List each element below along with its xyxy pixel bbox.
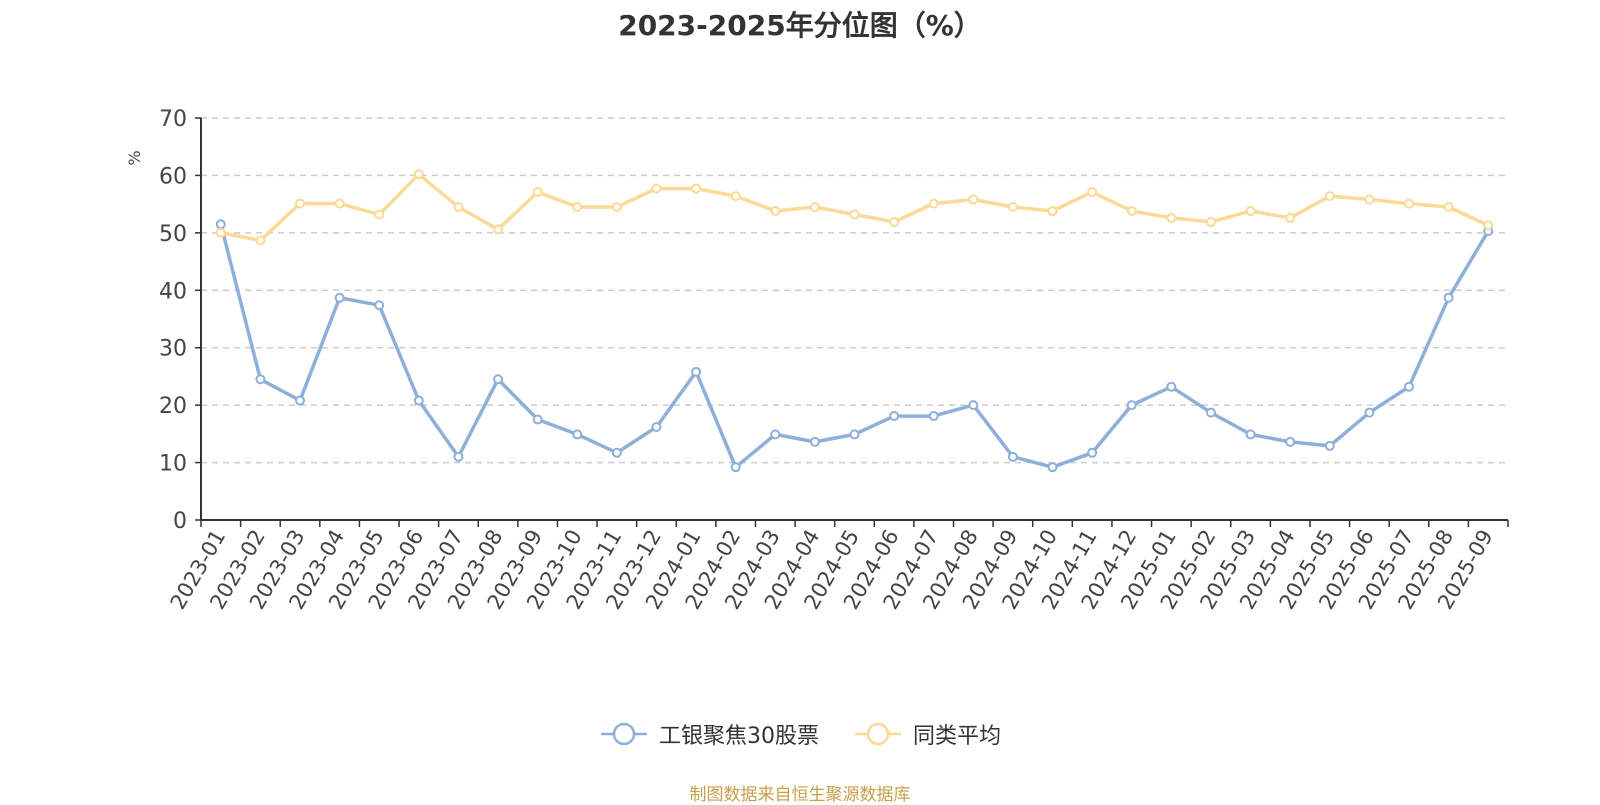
series-2-point[interactable] (215, 227, 226, 238)
y-tick-label: 0 (173, 509, 187, 534)
series-2-point[interactable] (1483, 220, 1494, 231)
series-2-point[interactable] (334, 198, 345, 209)
series-1-point[interactable] (1285, 436, 1296, 447)
series-1-point[interactable] (453, 451, 464, 462)
series-2-point[interactable] (374, 209, 385, 220)
y-tick-label: 60 (159, 164, 187, 189)
series-1-point[interactable] (374, 300, 385, 311)
series-2-point[interactable] (1126, 206, 1137, 217)
series-1-point[interactable] (1403, 381, 1414, 392)
series-1-point[interactable] (1166, 381, 1177, 392)
series-2-point[interactable] (1087, 187, 1098, 198)
series-1-point[interactable] (532, 414, 543, 425)
series-2-point[interactable] (1205, 216, 1216, 227)
axes: 0102030405060702023-012023-022023-032023… (159, 107, 1509, 613)
series-2-point[interactable] (532, 187, 543, 198)
series-1-point[interactable] (1205, 407, 1216, 418)
series-1-point[interactable] (1443, 292, 1454, 303)
series-2-point[interactable] (809, 202, 820, 213)
legend-item-series-1[interactable]: 工银聚焦30股票 (599, 718, 819, 750)
series-1-point[interactable] (1087, 447, 1098, 458)
series-2-point[interactable] (651, 183, 662, 194)
series-1-point[interactable] (1007, 451, 1018, 462)
legend-label-series-1: 工银聚焦30股票 (658, 724, 819, 749)
series-2-point[interactable] (1007, 202, 1018, 213)
series-1-point[interactable] (295, 395, 306, 406)
series-2-point[interactable] (730, 191, 741, 202)
y-tick-label: 20 (159, 394, 187, 419)
series-1-point[interactable] (691, 366, 702, 377)
series-2-point[interactable] (1364, 194, 1375, 205)
series-2-point[interactable] (572, 202, 583, 213)
series-2-point[interactable] (1047, 206, 1058, 217)
legend-marker-icon (600, 722, 647, 746)
series-1-point[interactable] (493, 374, 504, 385)
series-1-point[interactable] (889, 411, 900, 422)
series-2-point[interactable] (1166, 212, 1177, 223)
series-1-point[interactable] (968, 400, 979, 411)
series-1-point[interactable] (928, 411, 939, 422)
y-tick-label: 30 (159, 337, 187, 362)
legend-marker-icon (854, 722, 901, 746)
series-2-point[interactable] (295, 198, 306, 209)
series-2-point[interactable] (1403, 198, 1414, 209)
series-1-point[interactable] (1364, 407, 1375, 418)
series-1-point[interactable] (1047, 462, 1058, 473)
series-1-point[interactable] (215, 219, 226, 230)
grid-lines (201, 117, 1508, 464)
series-2-point[interactable] (493, 224, 504, 235)
series-2-point[interactable] (1443, 202, 1454, 213)
series-1-point[interactable] (1324, 440, 1335, 451)
legend: 工银聚焦30股票 同类平均 (0, 718, 1600, 750)
series-1-point[interactable] (1245, 429, 1256, 440)
legend-item-series-2[interactable]: 同类平均 (853, 718, 1001, 750)
series-2-point[interactable] (453, 202, 464, 213)
source-note: 制图数据来自恒生聚源数据库 (689, 785, 911, 805)
series-2-line (220, 172, 1489, 243)
y-axis-label: % (125, 150, 144, 165)
series-1-point[interactable] (849, 429, 860, 440)
legend-label-series-2: 同类平均 (912, 724, 1001, 749)
series-1-point[interactable] (651, 421, 662, 432)
series-2-point[interactable] (691, 183, 702, 194)
series-1-point[interactable] (334, 292, 345, 303)
series-1-point[interactable] (255, 374, 266, 385)
y-tick-label: 70 (159, 107, 187, 132)
series-1-point[interactable] (572, 429, 583, 440)
y-tick-label: 10 (159, 452, 187, 477)
y-tick-label: 50 (159, 222, 187, 247)
series-1-point[interactable] (809, 436, 820, 447)
series-1-point[interactable] (413, 395, 424, 406)
series-2-point[interactable] (611, 202, 622, 213)
series-1-point[interactable] (611, 447, 622, 458)
series-2-point[interactable] (1285, 212, 1296, 223)
y-tick-label: 40 (159, 279, 187, 304)
series-2-point[interactable] (968, 194, 979, 205)
series-2-point[interactable] (255, 235, 266, 246)
series-2-point[interactable] (889, 216, 900, 227)
series-2-point[interactable] (1245, 206, 1256, 217)
series-2-point[interactable] (928, 198, 939, 209)
chart-title: 2023-2025年分位图（%） (618, 9, 982, 42)
series-2-point[interactable] (770, 206, 781, 217)
series-1-point[interactable] (770, 429, 781, 440)
series-1-point[interactable] (1126, 400, 1137, 411)
series-points (215, 169, 1494, 473)
series-2-point[interactable] (413, 169, 424, 180)
series-1-point[interactable] (730, 462, 741, 473)
series-2-point[interactable] (849, 209, 860, 220)
series-2-point[interactable] (1324, 191, 1335, 202)
